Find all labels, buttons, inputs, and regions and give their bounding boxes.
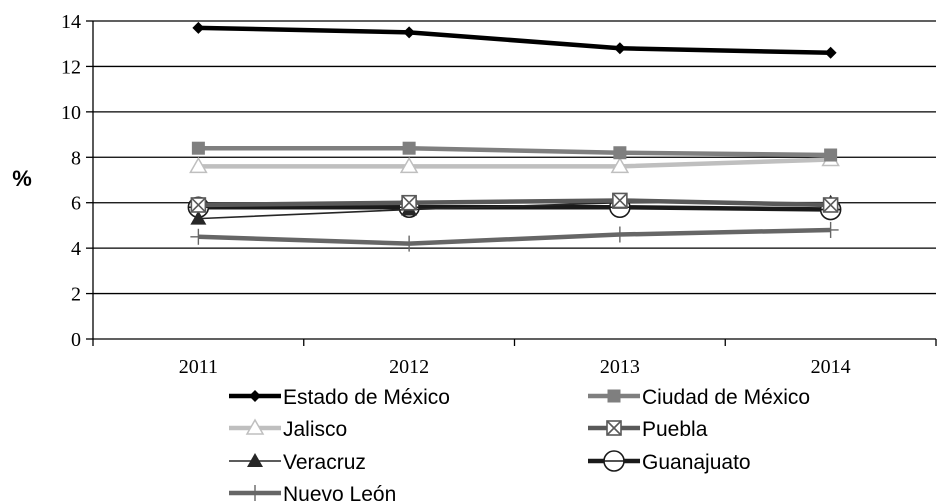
series-line (198, 205, 831, 212)
series-line (198, 145, 831, 158)
series-estado-de-mexico (192, 21, 837, 59)
data-point (189, 156, 208, 174)
axes (86, 20, 937, 346)
y-tick-labels: 0 2 4 6 8 10 12 14 (61, 11, 81, 351)
legend-marker (247, 453, 263, 467)
y-tick-label: 12 (61, 56, 81, 78)
x-tick-labels: 2011 2012 2013 2014 (179, 356, 851, 378)
y-tick-label: 2 (71, 284, 81, 306)
data-point (822, 221, 839, 238)
data-point (190, 197, 207, 213)
legend-label: Estado de México (283, 386, 450, 409)
series-line (198, 25, 831, 56)
legend-item-nuevo-leon: Nuevo León (229, 483, 396, 504)
data-point (403, 26, 416, 39)
legend-item-guanajuato: Guanajuato (588, 450, 751, 474)
legend-label: Puebla (642, 418, 708, 441)
data-point (824, 46, 837, 59)
data-point (612, 192, 628, 209)
series-nuevo-leon (190, 221, 839, 252)
legend-label: Guanajuato (642, 451, 751, 474)
y-tick-label: 10 (61, 102, 81, 124)
series-line (198, 198, 831, 208)
series-puebla (190, 192, 839, 213)
series-jalisco (189, 150, 840, 174)
legend-item-puebla: Puebla (588, 418, 708, 441)
data-point (191, 141, 205, 155)
legend-item-veracruz: Veracruz (229, 451, 366, 474)
legend-label: Ciudad de México (642, 386, 810, 409)
data-point (613, 146, 627, 160)
series-line (198, 227, 831, 246)
y-tick-label: 4 (71, 238, 81, 260)
legend-item-estado-de-mexico: Estado de México (229, 386, 450, 409)
x-tick-label: 2011 (179, 356, 218, 378)
data-point (401, 235, 418, 252)
series-line (198, 157, 831, 169)
data-point (401, 194, 417, 211)
data-point (192, 21, 205, 34)
y-tick-label: 6 (71, 193, 81, 215)
legend-marker (245, 418, 265, 435)
data-point (613, 42, 626, 55)
data-point (399, 156, 419, 174)
data-point (824, 148, 838, 162)
gridlines (93, 20, 936, 295)
y-tick-label: 14 (61, 11, 81, 33)
legend-marker (606, 420, 622, 436)
data-point (402, 141, 416, 155)
legend-marker (607, 389, 621, 403)
legend-label: Jalisco (283, 418, 347, 441)
y-tick-label: 8 (71, 147, 81, 169)
x-tick-label: 2012 (389, 356, 429, 378)
data-point (190, 228, 207, 245)
legend-marker (603, 450, 625, 472)
legend: Estado de México Ciudad de México Jalisco P… (229, 386, 810, 504)
y-tick-label: 0 (71, 329, 81, 351)
legend-label: Veracruz (283, 451, 366, 474)
legend-marker (249, 390, 261, 402)
data-point (610, 156, 630, 174)
data-point (611, 226, 628, 243)
y-axis-label: % (12, 166, 32, 191)
data-point (190, 210, 207, 225)
legend-item-ciudad-de-mexico: Ciudad de México (588, 386, 810, 409)
data-point (822, 197, 839, 213)
series-ciudad-de-mexico (191, 141, 838, 162)
legend-label: Nuevo León (283, 483, 396, 504)
legend-marker (247, 485, 263, 501)
legend-item-jalisco: Jalisco (229, 418, 347, 441)
x-tick-label: 2013 (600, 356, 640, 378)
series-lines (187, 21, 842, 252)
x-tick-label: 2014 (811, 356, 851, 378)
